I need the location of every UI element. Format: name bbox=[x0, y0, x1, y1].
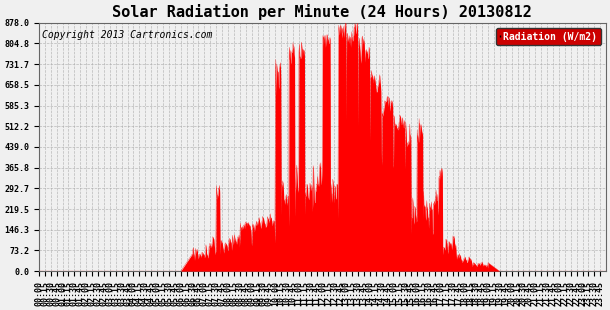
Legend: Radiation (W/m2): Radiation (W/m2) bbox=[497, 28, 601, 45]
Text: Copyright 2013 Cartronics.com: Copyright 2013 Cartronics.com bbox=[41, 30, 212, 40]
Title: Solar Radiation per Minute (24 Hours) 20130812: Solar Radiation per Minute (24 Hours) 20… bbox=[112, 4, 533, 20]
